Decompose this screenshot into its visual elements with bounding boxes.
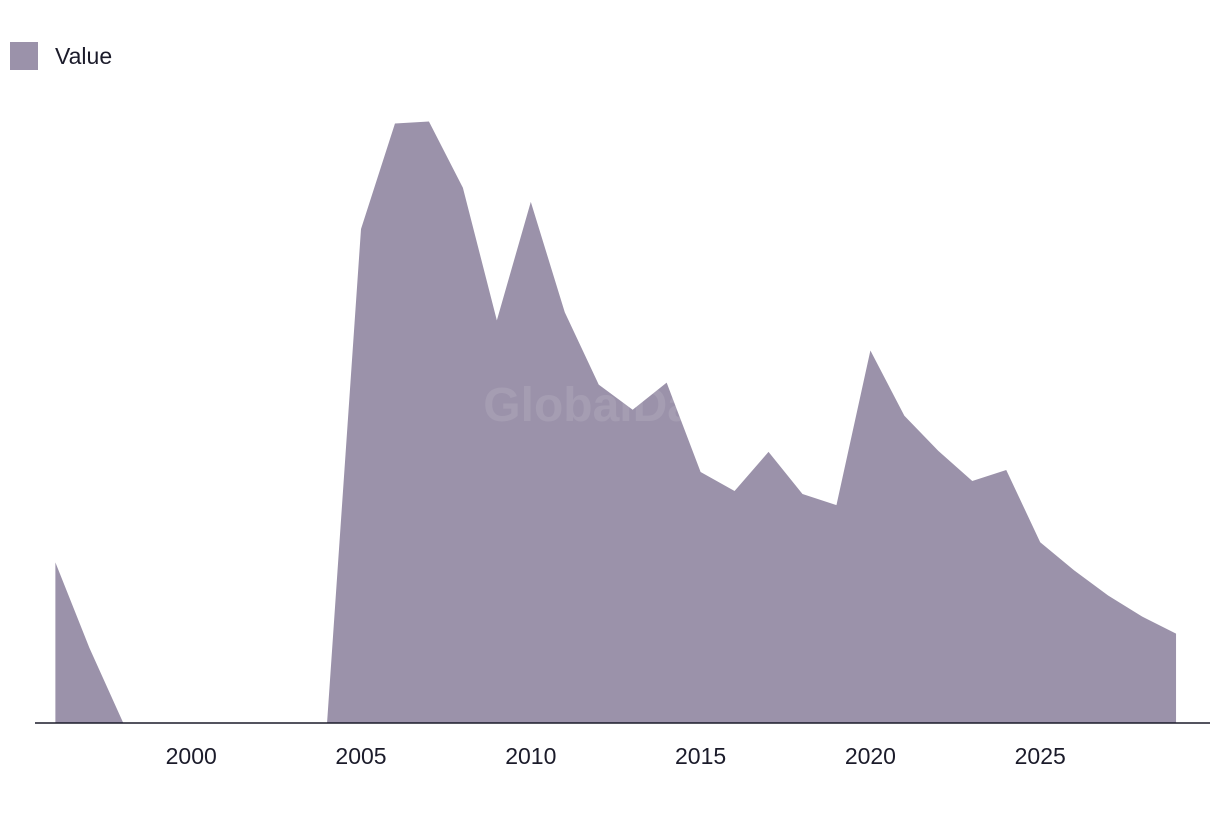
area-layer xyxy=(55,121,1177,723)
chart-legend: Value xyxy=(10,42,112,70)
x-axis-ticks: 2000 2005 2010 2015 2020 2025 xyxy=(166,743,1066,769)
legend-label-value: Value xyxy=(55,42,113,69)
x-tick-label-2010: 2010 xyxy=(505,743,556,769)
area-series-1 xyxy=(55,121,1177,723)
x-tick-label-2005: 2005 xyxy=(335,743,386,769)
x-tick-label-2020: 2020 xyxy=(845,743,896,769)
x-tick-label-2015: 2015 xyxy=(675,743,726,769)
legend-swatch-value xyxy=(10,42,38,70)
x-tick-label-2000: 2000 xyxy=(166,743,217,769)
x-tick-label-2025: 2025 xyxy=(1015,743,1066,769)
